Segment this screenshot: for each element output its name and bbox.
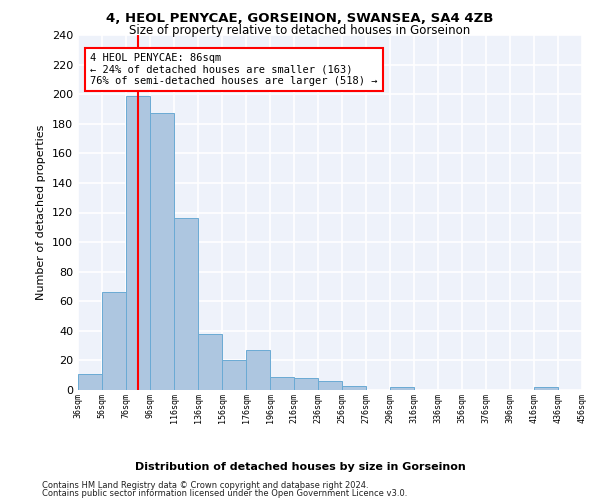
- Bar: [534, 387, 558, 390]
- Bar: [246, 350, 270, 390]
- Y-axis label: Number of detached properties: Number of detached properties: [37, 125, 46, 300]
- Bar: [198, 334, 222, 390]
- Bar: [294, 378, 318, 390]
- Bar: [102, 292, 126, 390]
- Text: Contains public sector information licensed under the Open Government Licence v3: Contains public sector information licen…: [42, 489, 407, 498]
- Bar: [270, 376, 294, 390]
- Bar: [126, 96, 150, 390]
- Bar: [318, 381, 342, 390]
- Text: Contains HM Land Registry data © Crown copyright and database right 2024.: Contains HM Land Registry data © Crown c…: [42, 481, 368, 490]
- Bar: [390, 387, 414, 390]
- Text: 4, HEOL PENYCAE, GORSEINON, SWANSEA, SA4 4ZB: 4, HEOL PENYCAE, GORSEINON, SWANSEA, SA4…: [106, 12, 494, 26]
- Bar: [174, 218, 198, 390]
- Text: Distribution of detached houses by size in Gorseinon: Distribution of detached houses by size …: [134, 462, 466, 472]
- Bar: [342, 386, 366, 390]
- Bar: [222, 360, 246, 390]
- Bar: [78, 374, 102, 390]
- Bar: [150, 114, 174, 390]
- Text: 4 HEOL PENYCAE: 86sqm
← 24% of detached houses are smaller (163)
76% of semi-det: 4 HEOL PENYCAE: 86sqm ← 24% of detached …: [90, 52, 377, 86]
- Text: Size of property relative to detached houses in Gorseinon: Size of property relative to detached ho…: [130, 24, 470, 37]
